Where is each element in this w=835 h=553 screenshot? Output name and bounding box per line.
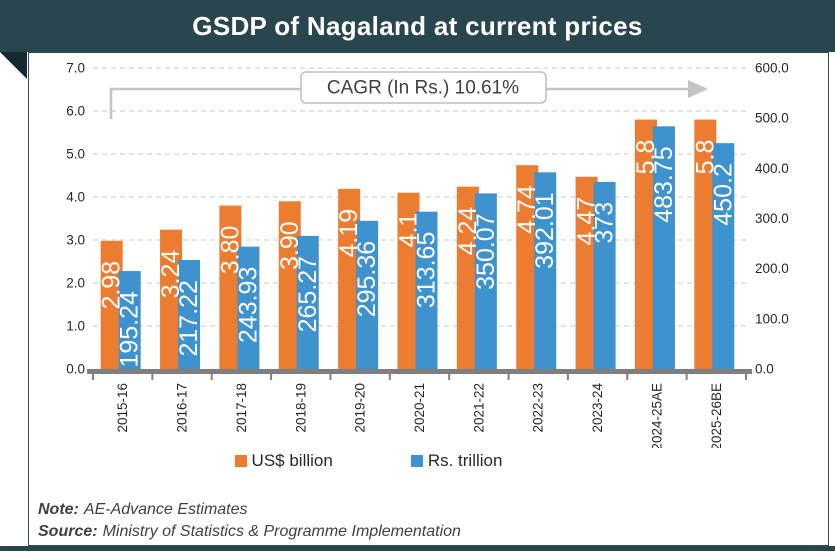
y-tick-label-right: 0.0 (755, 362, 774, 377)
y-tick-label-right: 200.0 (755, 261, 789, 276)
bar-value-label: 4.47 (573, 197, 601, 246)
y-tick-label-left: 6.0 (66, 104, 85, 119)
rs-trillion-bar (593, 181, 616, 369)
legend-item-rs-trillion: Rs. trillion (410, 451, 503, 471)
source-text: Ministry of Statistics & Programme Imple… (102, 523, 461, 540)
cagr-annotation-text: CAGR (In Rs.) 10.61% (327, 78, 519, 99)
page-title: GSDP of Nagaland at current prices (192, 10, 643, 41)
bottom-accent-bar (0, 546, 835, 551)
x-tick-label: 2019-20 (353, 383, 368, 433)
y-tick-label-left: 2.0 (66, 276, 85, 291)
cagr-annotation-box (300, 71, 547, 104)
x-axis-line (87, 369, 752, 374)
x-tick-label: 2020-21 (412, 383, 427, 433)
rs-trillion-bar (296, 235, 319, 369)
x-tick-label: 2015-16 (115, 383, 130, 433)
bar-value-label: 3.80 (216, 226, 244, 275)
bar-value-label: 5.8 (632, 140, 660, 175)
us-billion-bar (219, 205, 242, 369)
bar-value-label: 4.19 (335, 209, 363, 258)
rs-trillion-bar (415, 211, 438, 369)
bar-value-label: 2.98 (98, 261, 126, 310)
bar-value-label: 4.24 (454, 207, 482, 256)
legend-label-rs-trillion: Rs. trillion (427, 451, 503, 470)
y-tick-label-right: 100.0 (755, 311, 789, 326)
footnotes: Note: AE-Advance Estimates Source: Ministr… (38, 499, 461, 543)
legend-item-us-billion: US$ billion (234, 451, 333, 471)
y-tick-label-right: 300.0 (755, 211, 789, 226)
y-tick-label-right: 600.0 (755, 61, 789, 76)
rs-trillion-bar (118, 271, 141, 369)
y-tick-label-left: 5.0 (66, 147, 85, 162)
legend-swatch-orange-icon (234, 455, 247, 467)
us-billion-bar (516, 165, 539, 369)
y-tick-label-left: 3.0 (66, 233, 85, 248)
bar-value-label: 243.93 (234, 267, 262, 343)
bar-value-label: 313.65 (413, 232, 441, 308)
chart-legend: US$ billion Rs. trillion (0, 451, 768, 471)
bar-value-label: 3.90 (276, 221, 304, 270)
us-billion-bar (338, 188, 361, 369)
us-billion-bar (694, 119, 717, 369)
rs-trillion-bar (178, 260, 201, 369)
x-tick-label: 2016-17 (175, 383, 190, 433)
rs-trillion-bar (534, 172, 557, 369)
legend-swatch-blue-icon (410, 455, 423, 467)
note-text: AE-Advance Estimates (83, 501, 248, 518)
title-fold-decoration (0, 52, 27, 79)
y-tick-label-right: 500.0 (755, 111, 789, 126)
x-tick-label: 2025-26BE (709, 383, 724, 448)
note-label: Note: (38, 501, 79, 518)
bar-value-label: 265.27 (294, 256, 322, 332)
title-bar: GSDP of Nagaland at current prices (0, 0, 835, 52)
x-tick-label: 2022-23 (531, 383, 546, 433)
us-billion-bar (456, 186, 479, 369)
x-tick-label: 2017-18 (234, 383, 249, 433)
source-label: Source: (38, 523, 98, 540)
trend-arrow-head-icon (688, 80, 708, 98)
gsdp-bar-chart: CAGR (In Rs.) 10.61% 0.0 1.0 2.0 3.0 4.0 5.0 6.… (66, 61, 789, 449)
note-line: Note: AE-Advance Estimates (38, 499, 461, 521)
us-billion-bar (575, 176, 598, 369)
rs-trillion-bar (356, 220, 379, 369)
bar-value-label: 373 (591, 202, 619, 244)
bar-value-label: 5.8 (691, 140, 719, 175)
bar-value-label: 350.07 (472, 213, 500, 289)
bar-value-label: 483.75 (650, 146, 678, 222)
rs-trillion-bar (237, 246, 260, 369)
rs-trillion-bar (652, 126, 675, 369)
bar-value-label: 217.22 (175, 280, 203, 356)
us-billion-bar (634, 119, 657, 369)
x-tick-label: 2018-19 (293, 383, 308, 433)
us-billion-bar (100, 240, 123, 369)
us-billion-bar (278, 201, 301, 369)
rs-trillion-bar (474, 193, 497, 369)
bar-value-label: 195.24 (116, 291, 144, 368)
bar-value-label: 4.74 (513, 185, 541, 234)
us-billion-bar (160, 229, 183, 369)
bar-value-label: 3.24 (157, 250, 185, 299)
y-tick-label-left: 7.0 (66, 61, 85, 76)
bar-value-label: 450.2 (709, 163, 737, 226)
chart-panel: CAGR (In Rs.) 10.61% 0.0 1.0 2.0 3.0 4.0 5.0 6.… (28, 52, 829, 546)
x-tick-label: 2023-24 (590, 383, 605, 433)
bar-value-label: 295.36 (353, 241, 381, 317)
x-tick-label: 2024-25AE (649, 383, 664, 448)
y-tick-label-left: 1.0 (66, 319, 85, 334)
y-tick-label-left: 0.0 (66, 362, 85, 377)
rs-trillion-bar (712, 143, 735, 369)
y-tick-label-left: 4.0 (66, 190, 85, 205)
source-line: Source: Ministry of Statistics & Programm… (38, 521, 461, 543)
bar-value-label: 392.01 (531, 192, 559, 268)
y-tick-label-right: 400.0 (755, 161, 789, 176)
bar-value-label: 4.1 (395, 213, 423, 248)
x-tick-label: 2021-22 (471, 383, 486, 433)
us-billion-bar (397, 192, 420, 369)
legend-label-us-billion: US$ billion (251, 451, 333, 470)
